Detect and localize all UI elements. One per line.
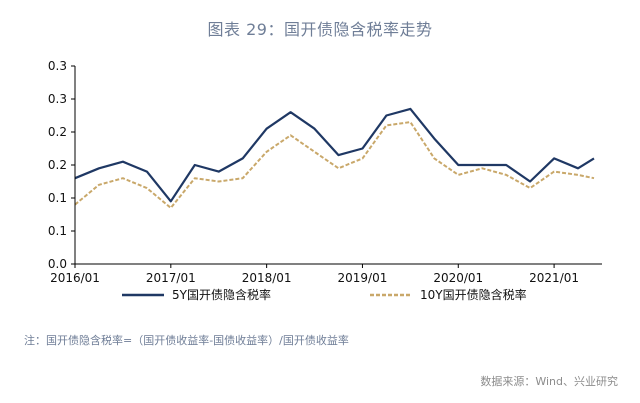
legend-label: 5Y国开债隐含税率 bbox=[172, 287, 271, 302]
legend-item-10y: 10Y国开债隐含税率 bbox=[370, 287, 527, 302]
legend-item-5y: 5Y国开债隐含税率 bbox=[122, 287, 271, 302]
x-tick-label: 2017/01 bbox=[146, 271, 196, 285]
series-line-10y bbox=[74, 121, 595, 209]
chart-title: 图表 29：国开债隐含税率走势 bbox=[207, 20, 433, 39]
y-tick-label: 0.2 bbox=[48, 125, 67, 139]
data-source: 数据来源：Wind、兴业研究 bbox=[480, 375, 618, 388]
x-tick-label: 2021/01 bbox=[529, 271, 579, 285]
x-tick-label: 2016/01 bbox=[50, 271, 100, 285]
x-tick-label: 2020/01 bbox=[433, 271, 483, 285]
y-tick-label: 0.3 bbox=[48, 59, 67, 73]
y-tick-label: 0.1 bbox=[48, 191, 67, 205]
y-tick-label: 0.0 bbox=[48, 257, 67, 271]
x-tick-label: 2018/01 bbox=[242, 271, 292, 285]
plot-area bbox=[74, 107, 595, 209]
legend: 5Y国开债隐含税率 10Y国开债隐含税率 bbox=[122, 287, 527, 302]
x-tick-label: 2019/01 bbox=[338, 271, 388, 285]
formula-note: 注：国开债隐含税率=（国开债收益率-国债收益率）/国开债收益率 bbox=[24, 334, 349, 347]
legend-label: 10Y国开债隐含税率 bbox=[420, 287, 527, 302]
y-tick-label: 0.1 bbox=[48, 224, 67, 238]
series-line-5y bbox=[74, 107, 595, 203]
y-tick-label: 0.3 bbox=[48, 92, 67, 106]
axes: 0.0 0.1 0.1 0.2 0.2 0.3 0.3 2016/01 2017/01 2018/… bbox=[48, 59, 602, 285]
y-tick-label: 0.2 bbox=[48, 158, 67, 172]
